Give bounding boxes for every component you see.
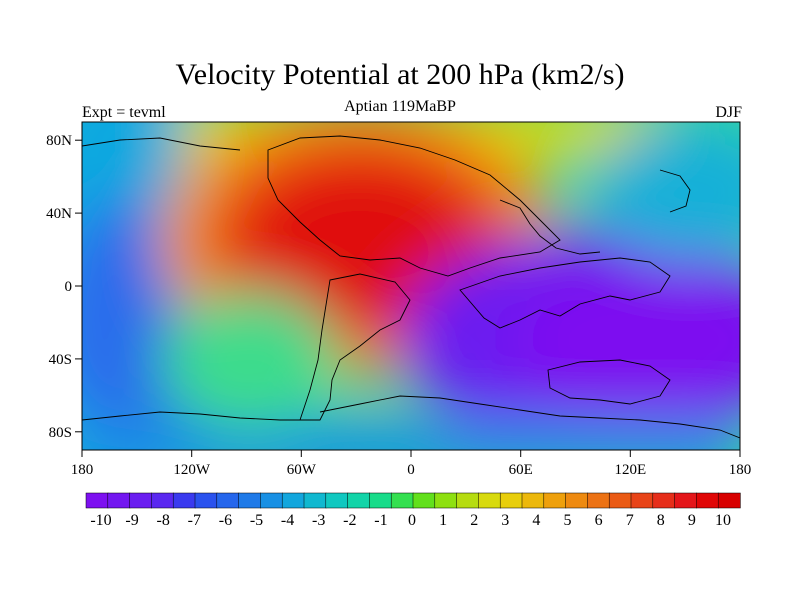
colorbar-swatch	[390, 492, 414, 509]
colorbar-swatch	[565, 492, 589, 509]
colorbar-label: -3	[312, 512, 325, 529]
colorbar-swatch	[194, 492, 218, 509]
x-tick-label: 180	[729, 462, 752, 478]
colorbar-swatch	[717, 492, 741, 509]
colorbar-label: 9	[688, 512, 696, 529]
x-tick-label: 60W	[287, 462, 317, 478]
colorbar-label: 1	[439, 512, 447, 529]
colorbar-swatch	[369, 492, 392, 509]
colorbar-swatch	[630, 492, 654, 509]
x-ticks	[81, 450, 741, 457]
colorbar-swatch	[434, 492, 458, 509]
colorbar-label: -9	[125, 512, 138, 529]
x-tick-label: 0	[407, 462, 415, 478]
colorbar-swatch	[608, 492, 632, 509]
colorbar-label: -8	[157, 512, 170, 529]
colorbar-label: 5	[564, 512, 572, 529]
colorbar-swatch	[499, 492, 523, 509]
y-tick-label: 80S	[49, 425, 72, 441]
colorbar-swatch	[478, 492, 501, 509]
colorbar-swatch	[172, 492, 196, 509]
colorbar-swatch	[303, 492, 327, 509]
y-ticks	[75, 139, 82, 433]
colorbar-swatch	[151, 492, 174, 509]
colorbar-swatch	[587, 492, 610, 509]
colorbar-swatch	[325, 492, 349, 509]
period-label: Aptian 119MaBP	[344, 98, 456, 115]
plot-title: Velocity Potential at 200 hPa (km2/s)	[175, 58, 625, 91]
x-tick-label: 180	[71, 462, 94, 478]
colorbar-swatch	[674, 492, 698, 509]
colorbar-label: -4	[281, 512, 294, 529]
colorbar-label: 7	[626, 512, 634, 529]
colorbar-swatch	[216, 492, 240, 509]
colorbar-label: -6	[219, 512, 232, 529]
colorbar-swatch	[107, 492, 131, 509]
y-tick-label: 40S	[49, 352, 72, 368]
x-tick-label: 60E	[509, 462, 533, 478]
colorbar-label: -10	[90, 512, 111, 529]
colorbar-label: -1	[374, 512, 387, 529]
colorbar-swatch	[412, 492, 436, 509]
colorbar-swatch	[696, 492, 719, 509]
colorbar-swatch	[456, 492, 480, 509]
colorbar-swatch	[652, 492, 676, 509]
y-tick-label: 0	[65, 279, 73, 295]
colorbar-labels: -10 -9 -8 -7 -6 -5 -4 -3 -2 -1 0 1 2 3 4 5 6 7 8 9 10	[90, 512, 731, 529]
colorbar-label: 3	[501, 512, 509, 529]
x-tick-label: 120E	[614, 462, 646, 478]
colorbar-swatch	[129, 492, 153, 509]
colorbar-label: 10	[715, 512, 731, 529]
colorbar-label: 6	[595, 512, 603, 529]
velocity-potential-field	[82, 122, 740, 450]
colorbar-label: -7	[188, 512, 201, 529]
experiment-label: Expt = tevml	[82, 104, 166, 121]
colorbar	[85, 492, 741, 509]
colorbar-label: 2	[470, 512, 478, 529]
x-tick-label: 120W	[173, 462, 211, 478]
colorbar-swatch	[260, 492, 283, 509]
colorbar-swatch	[281, 492, 305, 509]
colorbar-label: -2	[343, 512, 356, 529]
colorbar-label: 4	[532, 512, 540, 529]
colorbar-swatch	[85, 492, 109, 509]
colorbar-label: 0	[408, 512, 416, 529]
x-tick-labels: 180 120W 60W 0 60E 120E 180	[71, 462, 752, 478]
colorbar-label: 8	[657, 512, 665, 529]
y-tick-labels: 80N 40N 0 40S 80S	[46, 133, 72, 441]
coastlines	[82, 135, 740, 439]
y-tick-label: 40N	[46, 206, 72, 222]
y-tick-label: 80N	[46, 133, 72, 149]
season-label: DJF	[715, 104, 742, 121]
colorbar-swatch	[521, 492, 545, 509]
colorbar-swatch	[543, 492, 567, 509]
colorbar-label: -5	[250, 512, 263, 529]
colorbar-swatch	[347, 492, 371, 509]
colorbar-swatch	[238, 492, 262, 509]
